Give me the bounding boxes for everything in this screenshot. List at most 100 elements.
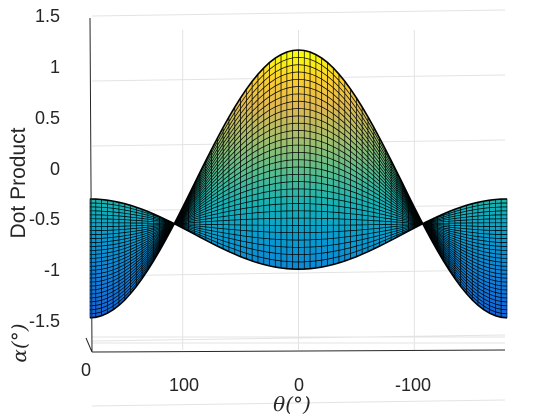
surface-face xyxy=(332,205,340,213)
surface-face xyxy=(112,218,120,224)
surface-face xyxy=(454,220,462,224)
surface-face xyxy=(280,224,288,233)
surface-face xyxy=(228,228,236,236)
surface-face xyxy=(101,210,108,216)
surface-face xyxy=(135,220,143,224)
y-tick-label: 0 xyxy=(50,159,60,179)
surface-face xyxy=(107,214,114,220)
surface-face xyxy=(303,122,311,132)
surface-face xyxy=(292,188,299,197)
surface-face xyxy=(263,204,270,213)
surface-face xyxy=(292,71,299,81)
surface-face xyxy=(101,229,108,235)
surface-face xyxy=(286,166,294,176)
surface-face xyxy=(495,230,502,235)
surface-face xyxy=(500,230,508,235)
surface-edge xyxy=(89,198,508,271)
surface-face xyxy=(274,203,282,212)
surface-face xyxy=(309,188,317,198)
surface-face xyxy=(483,211,490,216)
surface-face xyxy=(292,195,299,204)
surface-face xyxy=(280,196,288,205)
y-tick-label: 0.5 xyxy=(35,108,60,128)
surface-face xyxy=(309,181,317,191)
surface-face xyxy=(309,224,317,233)
surface-face xyxy=(309,174,317,183)
surface-face xyxy=(321,245,328,254)
surface-face xyxy=(315,217,323,226)
surface-face xyxy=(315,231,323,240)
surface-face xyxy=(211,224,218,229)
surface-face xyxy=(89,265,97,271)
surface-face xyxy=(107,218,114,224)
surface-face xyxy=(286,246,294,255)
surface-face xyxy=(500,214,508,220)
surface-face xyxy=(286,261,294,270)
surface-face xyxy=(298,100,305,110)
surface-face xyxy=(309,253,317,262)
surface-face xyxy=(321,204,328,213)
surface-face xyxy=(222,224,230,230)
surface-face xyxy=(95,226,102,231)
surface-face xyxy=(303,174,311,183)
surface-face xyxy=(303,253,311,263)
surface-face xyxy=(321,231,328,240)
surface-face xyxy=(298,181,305,190)
surface-face xyxy=(286,108,294,118)
surface-face xyxy=(89,253,97,259)
surface-face xyxy=(500,210,508,216)
surface-face xyxy=(286,217,294,226)
surface-face xyxy=(234,224,241,231)
surface-face xyxy=(101,214,108,220)
surface-face xyxy=(251,212,259,220)
surface-face xyxy=(303,261,311,270)
surface-face xyxy=(303,217,311,226)
surface-face xyxy=(338,224,346,232)
surface-face xyxy=(292,137,299,146)
surface-face xyxy=(500,226,508,232)
surface-face xyxy=(321,217,328,226)
surface-face xyxy=(292,217,299,226)
surface-face xyxy=(309,232,317,241)
surface-face xyxy=(107,211,114,216)
surface-face xyxy=(257,243,265,252)
surface-face xyxy=(274,224,282,233)
surface-face xyxy=(500,289,508,295)
surface-face xyxy=(274,196,282,205)
surface-face xyxy=(309,167,317,176)
surface-face xyxy=(269,210,276,219)
surface-face xyxy=(292,246,299,255)
surface-face xyxy=(298,78,305,88)
surface-face xyxy=(500,246,508,251)
surface-face xyxy=(361,228,369,236)
surface-face xyxy=(298,217,305,226)
surface-face xyxy=(246,224,253,232)
surface-face xyxy=(321,238,328,247)
surface-face xyxy=(130,219,137,224)
x-tick-label: -100 xyxy=(395,375,431,395)
surface-face xyxy=(292,210,299,219)
surface-face xyxy=(321,224,328,233)
surface-face xyxy=(286,195,294,205)
surface-face xyxy=(344,224,351,232)
surface-face xyxy=(489,218,496,224)
surface-face xyxy=(89,257,97,263)
surface-face xyxy=(321,189,328,199)
surface-face xyxy=(489,222,496,228)
surface-face xyxy=(483,214,490,220)
surface-face xyxy=(327,231,334,240)
surface-face xyxy=(280,232,288,241)
surface-face xyxy=(292,100,299,110)
surface-face xyxy=(292,239,299,248)
surface-face xyxy=(500,242,508,247)
surface-face xyxy=(495,202,502,208)
surface-face xyxy=(332,211,340,220)
surface-face xyxy=(356,219,363,226)
surface-face xyxy=(361,224,369,231)
surface-face xyxy=(327,244,334,253)
surface-face xyxy=(95,234,102,239)
surface-face xyxy=(263,244,270,253)
surface-face xyxy=(495,234,502,239)
surface-face xyxy=(298,195,305,204)
surface-face xyxy=(500,281,508,287)
